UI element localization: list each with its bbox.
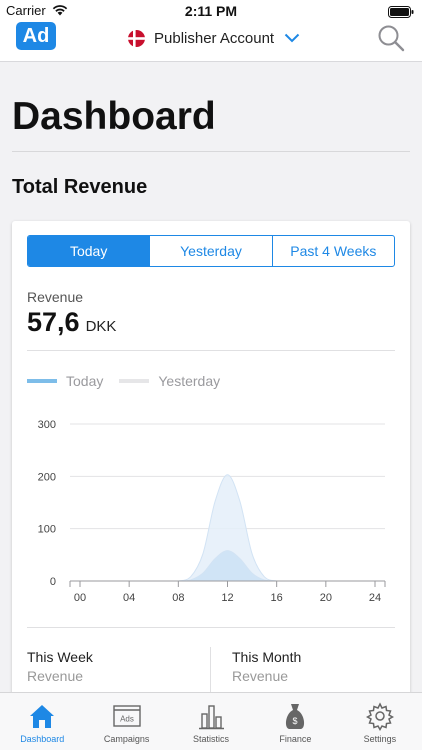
x-tick-label: 04 xyxy=(123,592,135,604)
revenue-value: 57,6 xyxy=(27,307,80,337)
summary-week-subtitle: Revenue xyxy=(27,668,84,684)
x-tick-label: 00 xyxy=(74,592,86,604)
summary-month-title: This Month xyxy=(232,649,302,665)
navigation-bar: Ad Publisher Account xyxy=(0,22,422,62)
summary-this-month[interactable]: This Month Revenue xyxy=(232,649,301,684)
legend-label-today: Today xyxy=(66,373,104,389)
card-divider xyxy=(27,627,395,628)
revenue-chart: 0 100 200 300 00 04 08 12 16 20 24 xyxy=(38,419,386,604)
tab-label-dashboard: Dashboard xyxy=(20,734,65,744)
tab-settings[interactable]: Settings xyxy=(338,693,422,750)
legend-item-today[interactable]: Today xyxy=(27,373,103,389)
tab-dashboard[interactable]: Dashboard xyxy=(0,693,84,750)
carrier-label: Carrier xyxy=(6,3,46,18)
chart-legend: Today Yesterday xyxy=(27,373,236,389)
legend-swatch-today xyxy=(27,379,57,383)
section-title: Total Revenue xyxy=(12,176,148,198)
period-segmented-control: Today Yesterday Past 4 Weeks xyxy=(27,235,395,267)
x-tick-label: 12 xyxy=(221,592,233,604)
page-title: Dashboard xyxy=(12,95,216,138)
tab-label-settings: Settings xyxy=(363,734,397,744)
ads-icon-text: Ads xyxy=(120,715,134,724)
segment-past-4-weeks[interactable]: Past 4 Weeks xyxy=(290,243,377,259)
app-logo: Ad xyxy=(16,22,56,50)
summary-week-title: This Week xyxy=(27,649,93,665)
tab-label-statistics: Statistics xyxy=(193,734,230,744)
title-divider xyxy=(12,151,410,152)
money-bag-icon: $ xyxy=(286,704,305,729)
revenue-label: Revenue xyxy=(27,289,84,305)
house-icon xyxy=(30,705,55,728)
tab-bar: Dashboard Ads Campaigns Statistics $ Fin… xyxy=(0,692,422,750)
battery-icon xyxy=(388,5,414,21)
tab-campaigns[interactable]: Ads Campaigns xyxy=(84,693,168,750)
y-tick-label: 300 xyxy=(38,419,56,431)
segment-today[interactable]: Today xyxy=(28,236,151,266)
y-tick-label: 0 xyxy=(50,576,56,588)
revenue-currency: DKK xyxy=(85,318,117,335)
legend-swatch-yesterday xyxy=(119,379,150,383)
clock-time: 2:11 PM xyxy=(184,3,238,19)
y-tick-label: 200 xyxy=(38,471,56,483)
x-tick-label: 16 xyxy=(271,592,283,604)
bar-chart-icon xyxy=(199,705,225,730)
denmark-flag-icon xyxy=(128,29,145,47)
status-bar: Carrier 2:11 PM xyxy=(0,0,422,22)
y-tick-label: 100 xyxy=(38,524,56,536)
card-divider xyxy=(27,350,395,351)
search-icon[interactable] xyxy=(377,24,405,57)
summary-month-subtitle: Revenue xyxy=(232,668,289,684)
tab-statistics[interactable]: Statistics xyxy=(169,693,253,750)
tab-label-campaigns: Campaigns xyxy=(103,734,150,744)
summary-this-week[interactable]: This Week Revenue xyxy=(27,649,93,684)
revenue-amount: 57,6 DKK xyxy=(27,307,116,338)
legend-item-yesterday[interactable]: Yesterday xyxy=(119,373,220,389)
wifi-icon xyxy=(52,3,68,19)
account-switcher[interactable]: Publisher Account xyxy=(128,26,300,50)
x-tick-label: 20 xyxy=(320,592,332,604)
chevron-down-icon xyxy=(284,33,300,43)
tab-finance[interactable]: $ Finance xyxy=(253,693,337,750)
total-revenue-card: Today Yesterday Past 4 Weeks Revenue 57,… xyxy=(12,221,410,701)
x-tick-label: 24 xyxy=(369,592,381,604)
segment-yesterday[interactable]: Yesterday xyxy=(150,236,273,266)
gear-icon xyxy=(365,702,394,731)
legend-label-yesterday: Yesterday xyxy=(158,373,221,389)
dollar-icon-text: $ xyxy=(293,716,298,726)
tab-label-finance: Finance xyxy=(279,734,312,744)
summary-separator xyxy=(210,647,211,693)
account-label: Publisher Account xyxy=(154,29,275,47)
series-area-today xyxy=(80,550,375,582)
ads-window-icon: Ads xyxy=(112,705,141,727)
x-tick-label: 08 xyxy=(172,592,184,604)
